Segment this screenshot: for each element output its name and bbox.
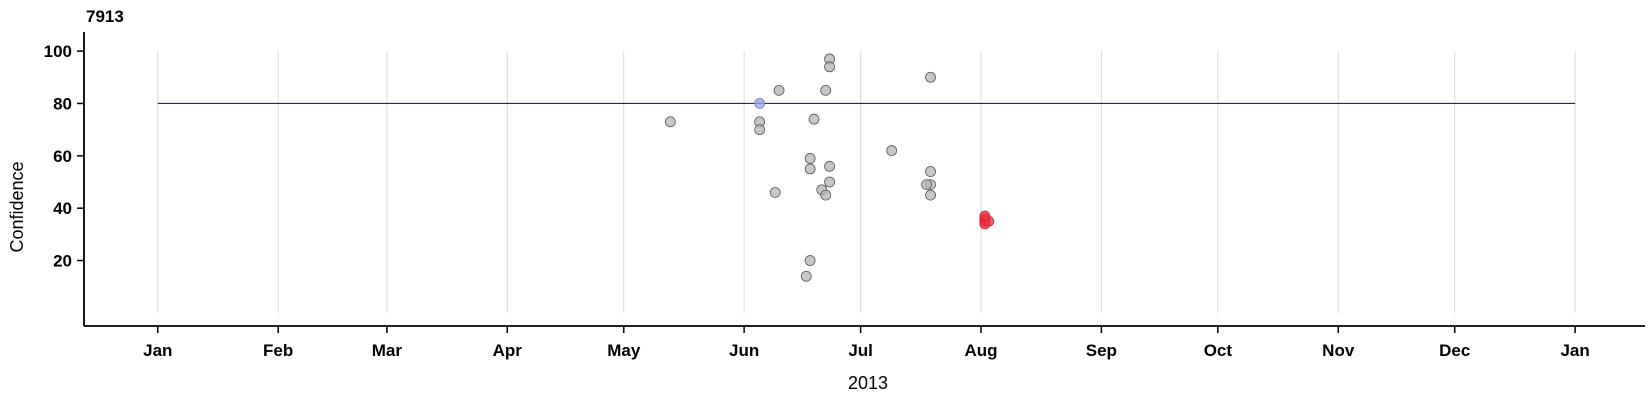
data-point-3: [754, 124, 766, 136]
x-tick-label-7: Aug: [964, 341, 997, 360]
data-point-16: [824, 160, 835, 172]
data-point-1: [754, 98, 766, 109]
y-axis-ticks: 20 40 60 80 100: [44, 42, 84, 271]
x-tick-label-6: Jul: [848, 341, 873, 360]
y-tick-label-0: 20: [53, 252, 72, 271]
data-point-17: [824, 176, 835, 188]
x-tick-label-1: Feb: [263, 341, 293, 360]
x-tick-label-10: Nov: [1322, 341, 1355, 360]
data-point-19: [925, 71, 936, 83]
x-tick-label-11: Dec: [1439, 341, 1470, 360]
chart-title: 7913: [86, 7, 124, 26]
data-point-9: [804, 255, 816, 266]
x-tick-label-2: Mar: [372, 341, 403, 360]
y-axis-label: Confidence: [7, 161, 27, 252]
x-tick-label-0: Jan: [143, 341, 172, 360]
data-point-13: [820, 189, 832, 201]
y-tick-label-2: 60: [53, 147, 72, 166]
data-point-15: [824, 61, 835, 73]
grid-lines: [157, 51, 1576, 313]
y-tick-label-4: 100: [44, 42, 72, 61]
x-axis-label: 2013: [848, 373, 888, 393]
data-point-0: [664, 116, 676, 128]
x-tick-label-4: May: [607, 341, 641, 360]
x-tick-label-9: Oct: [1204, 341, 1233, 360]
data-point-12: [820, 84, 832, 96]
data-point-28: [979, 210, 991, 222]
x-axis-ticks: Jan Feb Mar Apr May Jun Jul Aug Sep Oct Nov Dec Jan: [143, 326, 1590, 360]
axes: [83, 32, 1645, 327]
data-point-20: [925, 166, 936, 177]
y-tick-label-3: 80: [53, 94, 72, 113]
y-tick-label-1: 40: [53, 199, 72, 218]
data-point-18: [886, 145, 898, 156]
data-point-8: [804, 163, 816, 175]
data-point-10: [808, 113, 820, 125]
data-point-5: [773, 84, 785, 96]
x-tick-label-5: Jun: [729, 341, 759, 360]
x-tick-label-3: Apr: [493, 341, 523, 360]
data-points: [664, 53, 995, 282]
data-point-22: [925, 189, 936, 201]
x-tick-label-12: Jan: [1560, 341, 1589, 360]
x-tick-label-8: Sep: [1086, 341, 1117, 360]
data-point-23: [921, 179, 933, 191]
data-point-7: [804, 153, 816, 164]
data-point-4: [769, 187, 781, 198]
data-point-6: [800, 270, 812, 282]
